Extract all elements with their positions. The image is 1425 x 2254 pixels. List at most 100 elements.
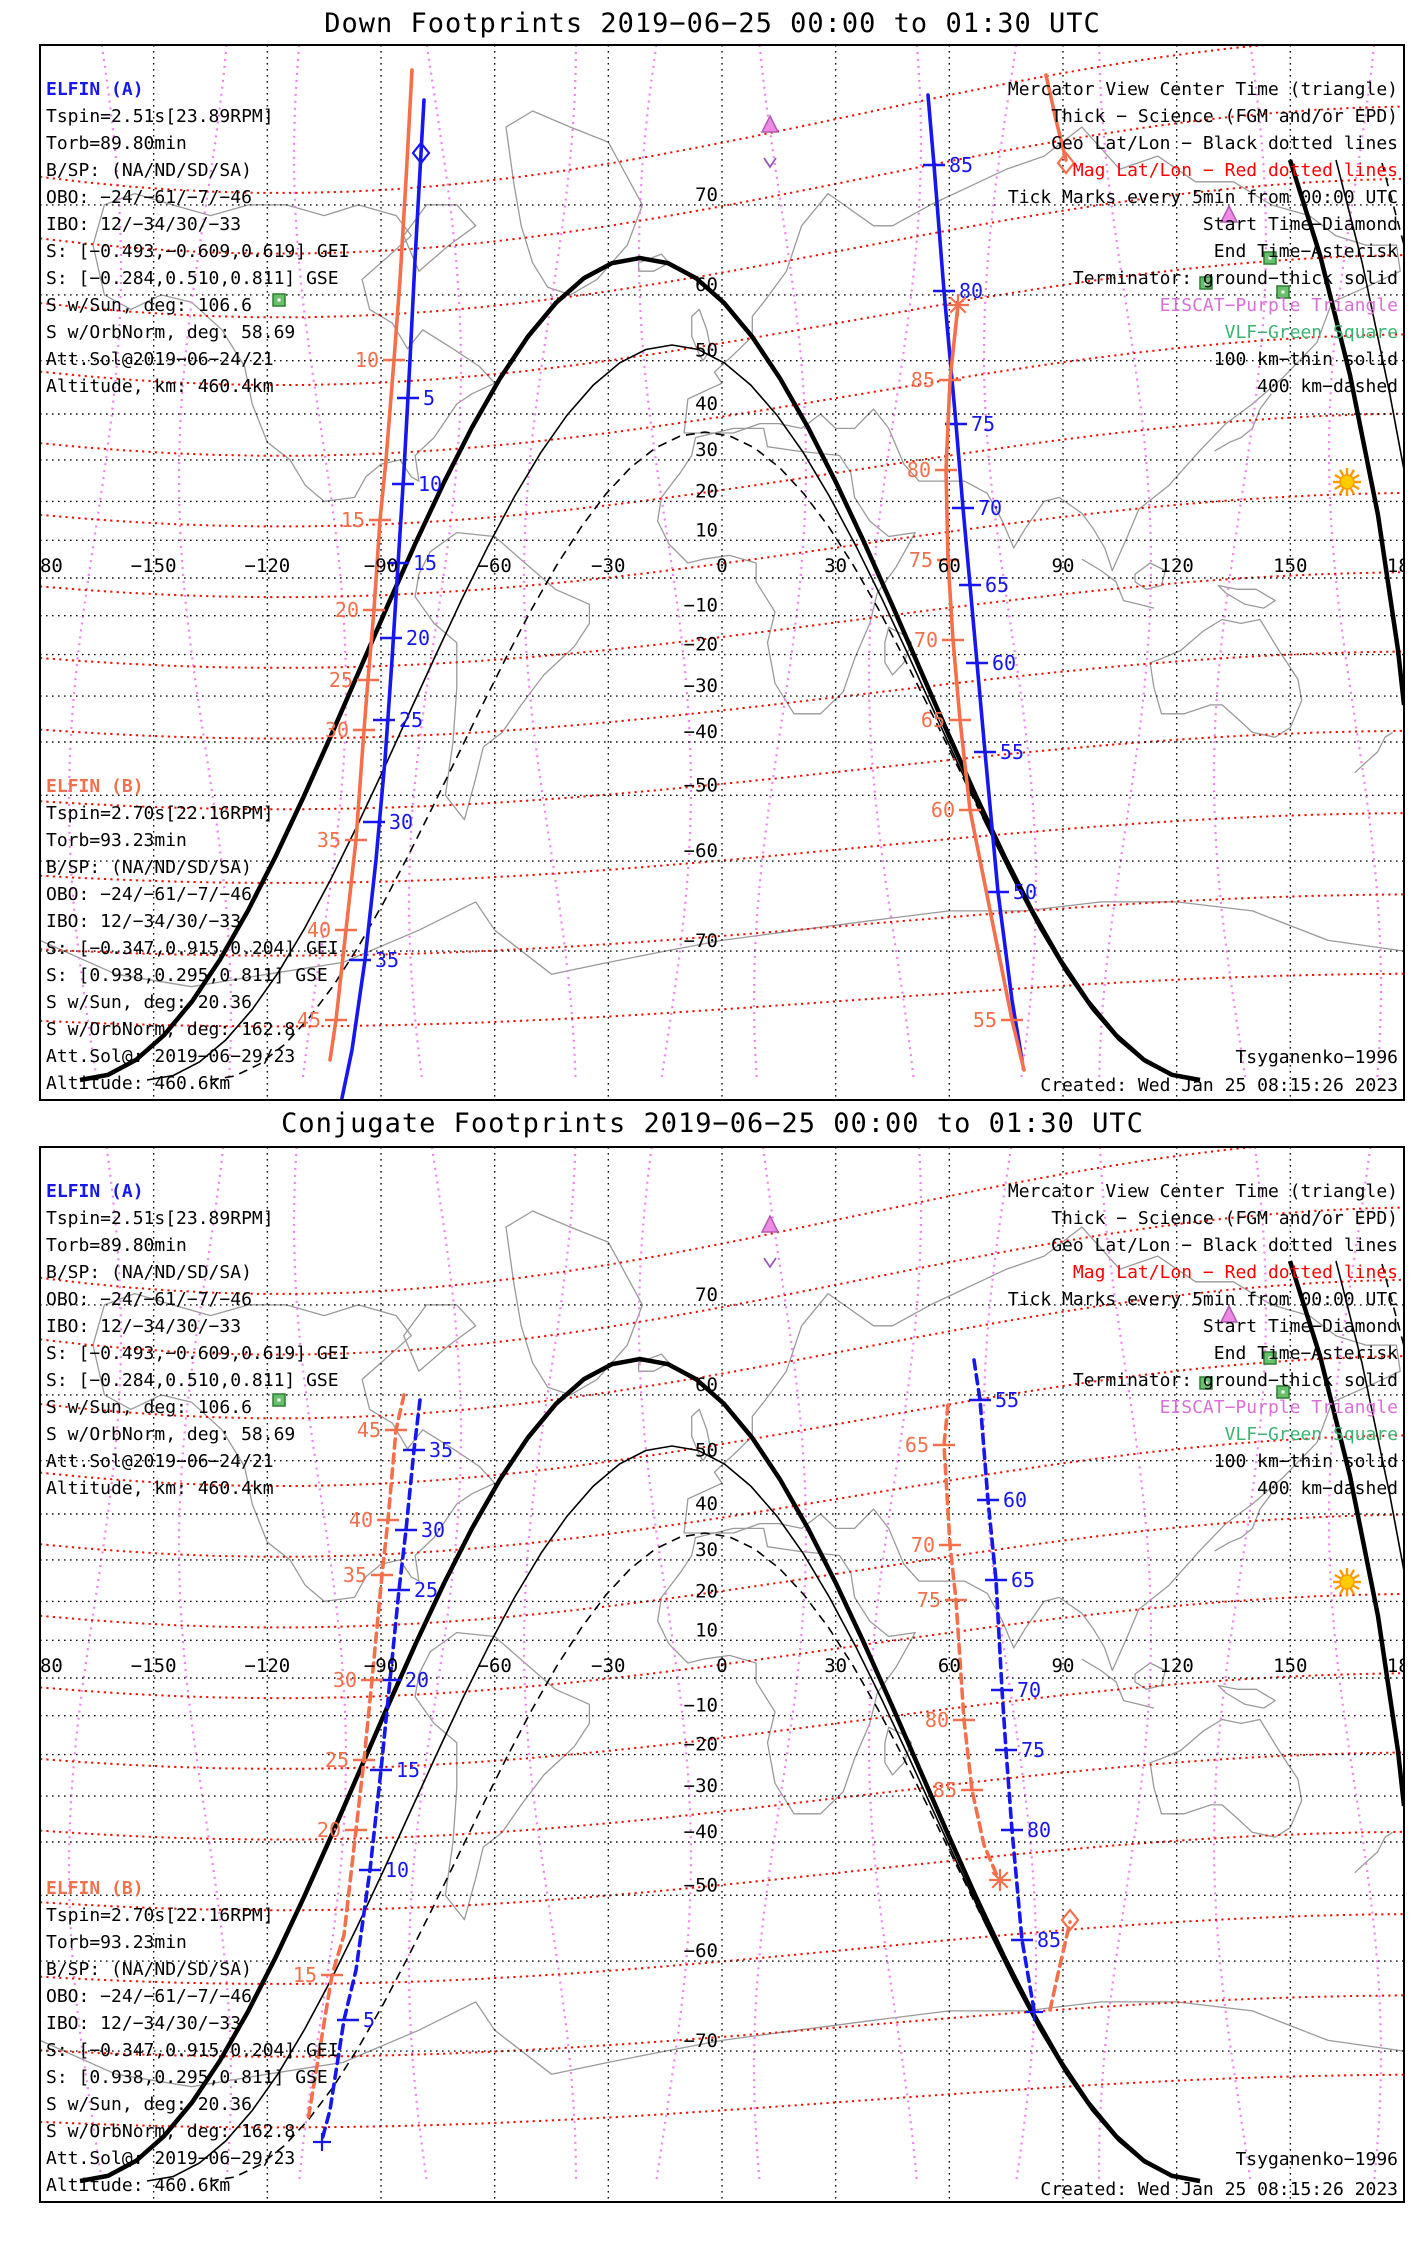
- svg-text:10: 10: [695, 519, 718, 541]
- svg-text:−10: −10: [684, 1695, 718, 1717]
- svg-text:180: 180: [1387, 555, 1421, 577]
- svg-text:−50: −50: [684, 1874, 718, 1896]
- svg-text:30: 30: [421, 1518, 445, 1542]
- svg-text:5: 5: [423, 386, 435, 410]
- elfin-b-header: ELFIN (B): [46, 776, 144, 797]
- svg-text:35: 35: [375, 948, 399, 972]
- svg-text:60: 60: [992, 651, 1016, 675]
- svg-text:−30: −30: [684, 1775, 718, 1797]
- svg-text:60: 60: [931, 798, 955, 822]
- svg-text:70: 70: [978, 496, 1002, 520]
- param-line: Tspin=2.51s[23.89RPM]: [46, 106, 274, 127]
- legend-line: 100 km−thin solid: [1213, 1451, 1398, 1472]
- elfin-a-header: ELFIN (A): [46, 79, 144, 100]
- param-line: S w/Sun, deg: 106.6: [46, 295, 252, 316]
- param-line: Att.Sol@: 2019−06−29/23: [46, 2148, 296, 2169]
- elfin-b-header: ELFIN (B): [46, 1878, 144, 1899]
- svg-text:20: 20: [335, 598, 359, 622]
- legend-line: Start Time−Diamond: [1202, 214, 1398, 235]
- svg-text:15: 15: [341, 508, 365, 532]
- svg-text:−20: −20: [684, 634, 718, 656]
- param-line: B/SP: (NA/ND/SD/SA): [46, 1959, 252, 1980]
- svg-text:55: 55: [995, 1388, 1019, 1412]
- svg-text:30: 30: [824, 555, 847, 577]
- svg-text:−70: −70: [684, 930, 718, 952]
- svg-text:10: 10: [385, 1858, 409, 1882]
- legend-line: VLF−Green Square: [1224, 1424, 1398, 1445]
- svg-text:0: 0: [716, 1655, 727, 1677]
- param-line: Tspin=2.70s[22.16RPM]: [46, 803, 274, 824]
- svg-text:30: 30: [695, 1539, 718, 1561]
- svg-text:−40: −40: [684, 721, 718, 743]
- legend-line: Mag Lat/Lon − Red dotted lines: [1072, 1262, 1398, 1283]
- param-line: S: [−0.284,0.510,0.811] GSE: [46, 1370, 339, 1391]
- svg-text:55: 55: [973, 1008, 997, 1032]
- legend-line: Start Time−Diamond: [1202, 1316, 1398, 1337]
- svg-text:25: 25: [414, 1578, 438, 1602]
- elfin-a-params: Tspin=2.51s[23.89RPM] Torb=89.80min B/SP: …: [46, 103, 349, 400]
- legend-line: Thick − Science (FGM and/or EPD): [1051, 1208, 1398, 1229]
- svg-text:20: 20: [317, 1818, 341, 1842]
- legend-line: Terminator: ground−thick solid: [1072, 268, 1398, 289]
- svg-text:60: 60: [938, 1655, 961, 1677]
- elfin-b-params: Tspin=2.70s[22.16RPM] Torb=93.23min B/SP: …: [46, 1902, 339, 2199]
- svg-text:75: 75: [971, 412, 995, 436]
- panel2-legend: Mercator View Center Time (triangle) Thic…: [1008, 1178, 1398, 1502]
- svg-text:30: 30: [325, 718, 349, 742]
- svg-text:35: 35: [317, 828, 341, 852]
- panel1-model-label: Tsyganenko−1996: [1235, 1047, 1398, 1068]
- legend-line: Mercator View Center Time (triangle): [1007, 1181, 1398, 1202]
- param-line: IBO: 12/−34/30/−33: [46, 214, 242, 235]
- param-line: S w/Sun, deg: 20.36: [46, 992, 252, 1013]
- legend-line: Geo Lat/Lon − Black dotted lines: [1051, 1235, 1398, 1256]
- param-line: OBO: −24/−61/−7/−46: [46, 1289, 252, 1310]
- svg-text:−90: −90: [364, 1655, 398, 1677]
- svg-text:90: 90: [1052, 555, 1075, 577]
- svg-text:−180: −180: [17, 1655, 63, 1677]
- svg-text:50: 50: [695, 340, 718, 362]
- svg-text:35: 35: [343, 1563, 367, 1587]
- legend-line: 400 km−dashed: [1257, 1478, 1398, 1499]
- panel1-title: Down Footprints 2019−06−25 00:00 to 01:3…: [324, 8, 1101, 39]
- svg-text:55: 55: [1000, 740, 1024, 764]
- legend-line: Mag Lat/Lon − Red dotted lines: [1072, 160, 1398, 181]
- param-line: S w/Sun, deg: 20.36: [46, 2094, 252, 2115]
- svg-text:25: 25: [399, 708, 423, 732]
- svg-text:120: 120: [1160, 555, 1194, 577]
- svg-text:40: 40: [307, 918, 331, 942]
- param-line: Torb=89.80min: [46, 133, 187, 154]
- svg-text:85: 85: [1037, 1928, 1061, 1952]
- legend-line: VLF−Green Square: [1224, 322, 1398, 343]
- svg-text:90: 90: [1052, 1655, 1075, 1677]
- svg-text:65: 65: [1011, 1568, 1035, 1592]
- legend-line: Thick − Science (FGM and/or EPD): [1051, 106, 1398, 127]
- param-line: OBO: −24/−61/−7/−46: [46, 187, 252, 208]
- param-line: S: [0.938,0.295,0.811] GSE: [46, 965, 328, 986]
- svg-text:−70: −70: [684, 2030, 718, 2052]
- svg-text:75: 75: [917, 1588, 941, 1612]
- param-line: Tspin=2.70s[22.16RPM]: [46, 1905, 274, 1926]
- svg-text:15: 15: [293, 1963, 317, 1987]
- param-line: S: [0.938,0.295,0.811] GSE: [46, 2067, 328, 2088]
- svg-text:−150: −150: [131, 1655, 177, 1677]
- svg-text:65: 65: [985, 573, 1009, 597]
- panel2-created-label: Created: Wed Jan 25 08:15:26 2023: [1040, 2179, 1398, 2200]
- svg-text:−150: −150: [131, 555, 177, 577]
- svg-text:10: 10: [418, 472, 442, 496]
- legend-line: End Time−Asterisk: [1213, 1343, 1398, 1364]
- param-line: IBO: 12/−34/30/−33: [46, 911, 242, 932]
- svg-text:60: 60: [695, 274, 718, 296]
- elfin-a-header: ELFIN (A): [46, 1181, 144, 1202]
- svg-text:30: 30: [824, 1655, 847, 1677]
- svg-text:30: 30: [695, 439, 718, 461]
- param-line: B/SP: (NA/ND/SD/SA): [46, 1262, 252, 1283]
- svg-text:−60: −60: [478, 555, 512, 577]
- svg-text:−30: −30: [591, 555, 625, 577]
- panel2-model-label: Tsyganenko−1996: [1235, 2149, 1398, 2170]
- svg-text:60: 60: [1003, 1488, 1027, 1512]
- svg-text:35: 35: [429, 1438, 453, 1462]
- param-line: Tspin=2.51s[23.89RPM]: [46, 1208, 274, 1229]
- svg-text:150: 150: [1273, 1655, 1307, 1677]
- svg-text:10: 10: [355, 348, 379, 372]
- param-line: OBO: −24/−61/−7/−46: [46, 1986, 252, 2007]
